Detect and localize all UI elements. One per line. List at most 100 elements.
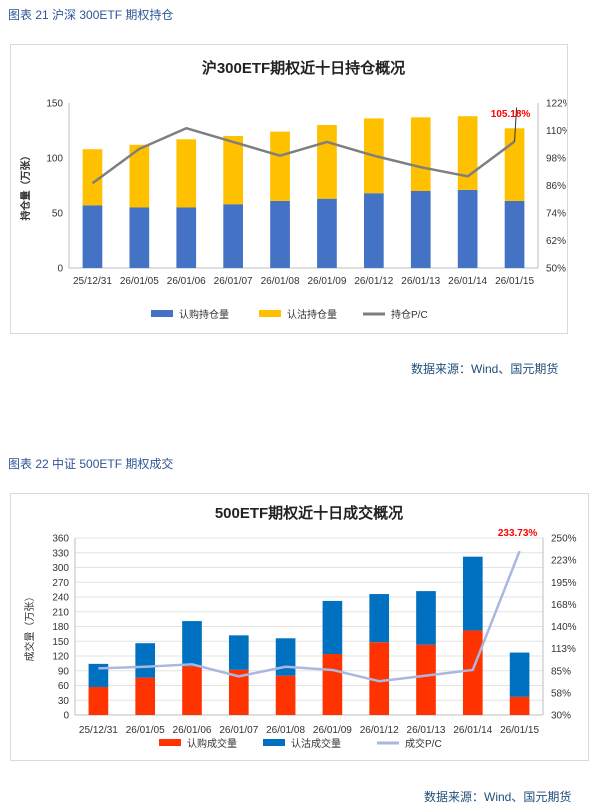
legend-label: 认购成交量 [187,737,237,750]
bar-put [369,594,389,642]
bar-call [89,687,109,715]
bar-put [270,132,290,201]
bar-put [317,125,337,199]
bar-call [182,666,202,715]
y-tick-label: 90 [58,666,70,677]
y2-tick-label: 113% [551,644,576,655]
x-tick-label: 26/01/05 [120,276,159,287]
x-tick-label: 26/01/07 [219,725,258,736]
x-tick-label: 25/12/31 [79,725,118,736]
y2-tick-label: 122% [546,99,567,110]
y2-tick-label: 58% [551,688,571,699]
bar-call [317,199,337,268]
y2-tick-label: 110% [546,126,567,137]
y-tick-label: 50 [52,209,64,220]
bar-put [182,621,202,666]
bar-put [176,139,196,207]
bar-call [135,678,155,715]
legend-label: 认沽持仓量 [287,308,337,321]
chart-svg-1: 沪300ETF期权近十日持仓概况 0 50 100 150 50% 62% 74% 86% 98%… [11,45,567,333]
y2-tick-label: 140% [551,622,577,633]
bar-put [323,601,343,654]
bar-call [364,193,384,268]
bar-call [505,201,525,268]
x-tick-label: 26/01/08 [261,276,300,287]
bar-put [135,643,155,677]
y-tick-label: 330 [52,548,69,559]
y-tick-label: 150 [46,99,63,110]
y-tick-label: 60 [58,681,70,692]
y-tick-label: 180 [52,622,69,633]
x-tick-label: 26/01/15 [500,725,539,736]
y2-tick-label: 85% [551,666,571,677]
x-tick-label: 26/01/12 [354,276,393,287]
bar-put [416,591,436,645]
bar-call [411,191,431,268]
pc-ratio-line [98,551,519,681]
bar-call [323,654,343,715]
y2-tick-label: 98% [546,154,566,165]
bar-put [510,653,530,697]
y2-tick-label: 86% [546,181,566,192]
x-tick-label: 26/01/14 [448,276,487,287]
y-tick-label: 150 [52,637,69,648]
y2-tick-label: 195% [551,578,577,589]
y-tick-label: 30 [58,696,70,707]
y-axis-label: 持仓量（万张） [19,151,32,221]
x-tick-label: 25/12/31 [73,276,112,287]
x-tick-label: 26/01/07 [214,276,253,287]
legend-label: 成交P/C [405,737,442,750]
y-tick-label: 120 [52,652,69,663]
y-tick-label: 270 [52,578,69,589]
annotation-label: 233.73% [498,528,538,539]
x-tick-label: 26/01/09 [313,725,352,736]
y2-tick-label: 30% [551,711,571,722]
y-tick-label: 0 [63,711,69,722]
annotation-label: 105.18% [491,109,531,120]
x-tick-label: 26/01/09 [307,276,346,287]
bar-call [130,208,150,269]
bar-call [270,201,290,268]
bar-put [229,635,249,669]
bar-call [458,190,478,268]
y-tick-label: 100 [46,154,63,165]
x-tick-label: 26/01/13 [401,276,440,287]
bar-put [276,638,296,675]
legend-swatch [151,310,173,317]
y-tick-label: 0 [57,264,63,275]
data-source-1: 数据来源：Wind、国元期货 [411,360,558,377]
bar-put [463,557,483,631]
legend-label: 认沽成交量 [291,737,341,750]
y2-tick-label: 50% [546,264,566,275]
legend-swatch [263,739,285,746]
legend-label: 认购持仓量 [179,308,229,321]
bar-put [223,136,243,204]
x-tick-label: 26/01/15 [495,276,534,287]
x-tick-label: 26/01/14 [453,725,492,736]
y-axis-label: 成交量（万张） [23,592,36,662]
x-tick-label: 26/01/06 [173,725,212,736]
bar-call [223,204,243,268]
y2-tick-label: 168% [551,600,577,611]
x-tick-label: 26/01/05 [126,725,165,736]
chart-container-2: 500ETF期权近十日成交概况 0 30 60 90 120 150 180 210 240 270… [10,493,589,761]
bar-call [463,630,483,715]
bar-call [83,205,103,268]
pc-ratio-line [92,128,514,183]
chart-title: 500ETF期权近十日成交概况 [215,504,403,522]
chart-title: 沪300ETF期权近十日持仓概况 [202,59,405,77]
bar-call [510,697,530,715]
bar-put [411,117,431,191]
bar-call [416,645,436,715]
data-source-2: 数据来源：Wind、国元期货 [424,788,571,805]
chart-svg-2: 500ETF期权近十日成交概况 0 30 60 90 120 150 180 210 240 270… [11,494,588,760]
y-tick-label: 210 [52,607,69,618]
x-tick-label: 26/01/13 [407,725,446,736]
legend-swatch [159,739,181,746]
figure-caption-2: 图表 22 中证 500ETF 期权成交 [8,455,173,472]
y2-tick-label: 74% [546,209,566,220]
y2-tick-label: 62% [546,236,566,247]
y-tick-label: 240 [52,593,69,604]
bar-put [458,116,478,190]
y-tick-label: 300 [52,563,69,574]
